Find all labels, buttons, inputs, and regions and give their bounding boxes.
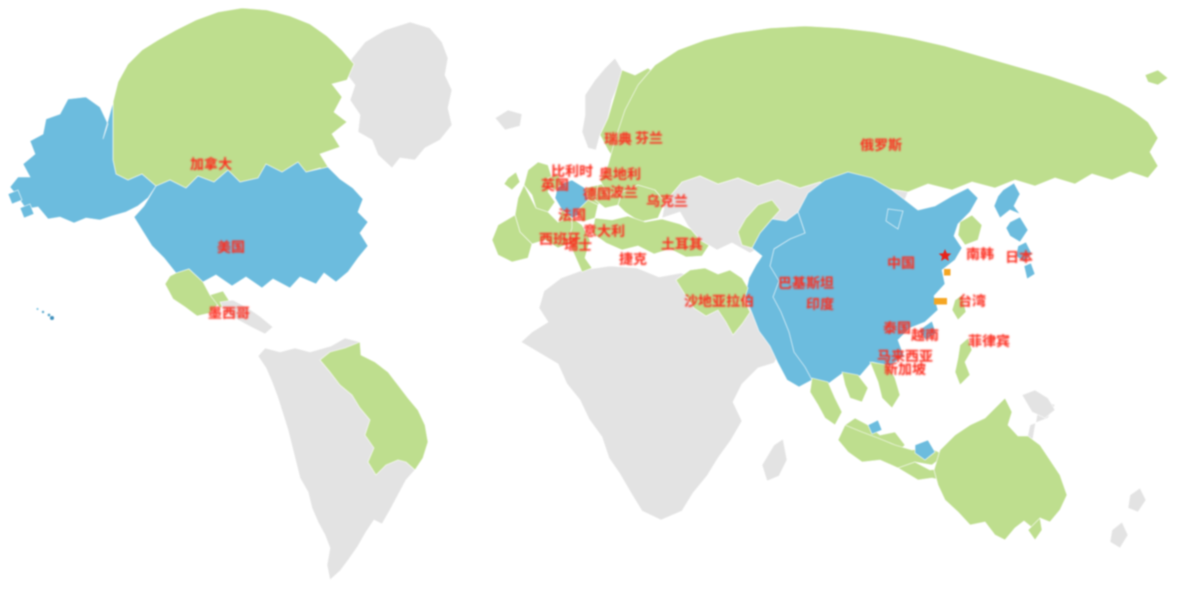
svg-text:巴基斯坦: 巴基斯坦 [778,273,834,293]
svg-text:美国: 美国 [217,237,245,257]
svg-text:芬兰: 芬兰 [635,128,663,148]
svg-text:沙地亚拉伯: 沙地亚拉伯 [684,291,754,311]
svg-text:德国: 德国 [583,184,611,204]
svg-text:捷克: 捷克 [619,249,647,269]
svg-text:瑞士: 瑞士 [564,235,592,255]
svg-text:菲律宾: 菲律宾 [968,331,1010,351]
svg-text:中国: 中国 [887,253,915,273]
svg-text:新加坡: 新加坡 [884,359,926,379]
svg-text:加拿大: 加拿大 [190,154,232,174]
svg-text:乌克兰: 乌克兰 [646,191,688,211]
svg-text:南韩: 南韩 [966,244,994,264]
svg-text:印度: 印度 [806,294,834,314]
svg-text:英国: 英国 [541,175,569,195]
svg-text:波兰: 波兰 [610,182,638,202]
svg-text:法国: 法国 [558,205,586,225]
svg-text:瑞典: 瑞典 [604,129,632,149]
svg-text:墨西哥: 墨西哥 [208,303,250,323]
svg-text:奥地利: 奥地利 [599,164,641,184]
svg-text:越南: 越南 [911,325,939,345]
svg-text:土耳其: 土耳其 [661,234,703,254]
svg-text:泰国: 泰国 [883,318,911,338]
svg-text:俄罗斯: 俄罗斯 [860,135,902,155]
svg-text:台湾: 台湾 [958,291,986,311]
svg-text:日本: 日本 [1005,247,1033,267]
